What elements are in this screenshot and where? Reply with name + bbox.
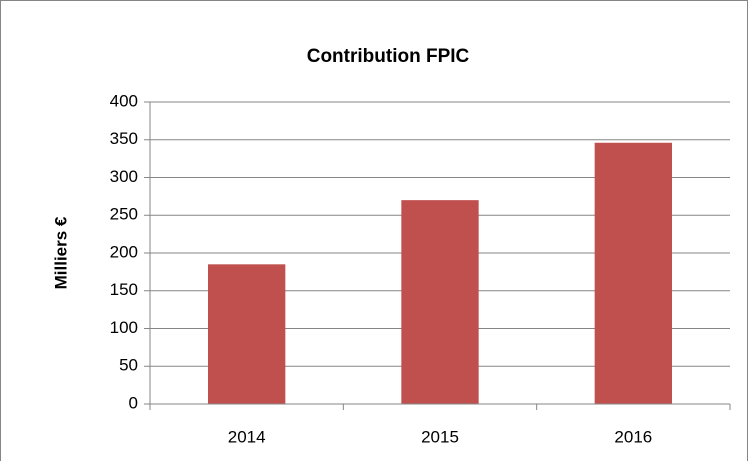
y-tick-label: 150 [110,280,138,299]
bar [401,200,479,404]
y-tick-label: 350 [110,129,138,148]
y-tick-label: 300 [110,167,138,186]
y-tick-label: 250 [110,205,138,224]
bar [208,264,286,404]
y-tick-label: 200 [110,242,138,261]
chart-title: Contribution FPIC [307,46,470,67]
bar [594,142,672,404]
y-tick-label: 400 [110,91,138,110]
y-tick-label: 100 [110,318,138,337]
x-tick-label: 2014 [228,427,266,446]
y-axis-label: Milliers € [51,216,70,289]
y-tick-label: 0 [129,393,138,412]
y-tick-label: 50 [119,356,138,375]
x-tick-label: 2016 [614,427,652,446]
x-tick-label: 2015 [421,427,459,446]
